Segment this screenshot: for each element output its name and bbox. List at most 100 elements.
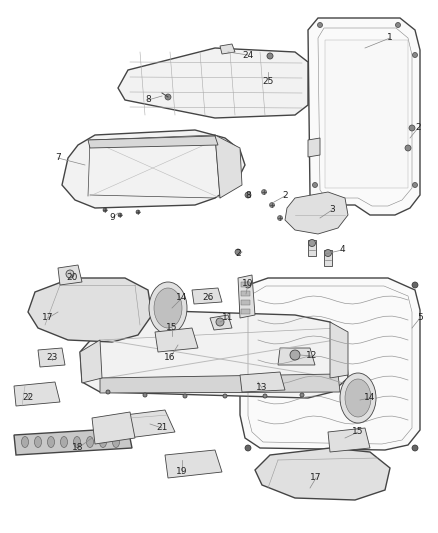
Polygon shape <box>240 278 420 450</box>
Text: 15: 15 <box>352 427 364 437</box>
Circle shape <box>235 249 241 255</box>
Circle shape <box>413 52 417 58</box>
Polygon shape <box>88 136 218 148</box>
Polygon shape <box>220 44 235 54</box>
Text: 16: 16 <box>164 353 176 362</box>
Text: 1: 1 <box>387 34 393 43</box>
Polygon shape <box>308 18 420 215</box>
Polygon shape <box>38 348 65 367</box>
Ellipse shape <box>47 437 54 448</box>
Polygon shape <box>324 250 332 266</box>
Circle shape <box>106 390 110 394</box>
Text: 8: 8 <box>245 191 251 200</box>
Polygon shape <box>80 340 102 383</box>
Circle shape <box>183 394 187 398</box>
Polygon shape <box>308 240 316 256</box>
Circle shape <box>245 445 251 451</box>
Circle shape <box>412 445 418 451</box>
Ellipse shape <box>74 437 81 448</box>
Text: 18: 18 <box>72 443 84 453</box>
Circle shape <box>308 239 315 246</box>
Text: 5: 5 <box>417 313 423 322</box>
Text: 24: 24 <box>242 51 254 60</box>
Text: 21: 21 <box>156 424 168 432</box>
Polygon shape <box>125 410 175 438</box>
Text: 14: 14 <box>364 393 376 402</box>
Polygon shape <box>100 374 340 393</box>
Circle shape <box>245 282 251 288</box>
Text: 19: 19 <box>176 467 188 477</box>
Text: 2: 2 <box>282 191 288 200</box>
Text: 20: 20 <box>66 273 78 282</box>
Ellipse shape <box>35 437 42 448</box>
Text: 26: 26 <box>202 294 214 303</box>
Circle shape <box>103 208 107 212</box>
Text: 13: 13 <box>256 384 268 392</box>
Polygon shape <box>285 192 348 234</box>
Circle shape <box>263 394 267 398</box>
Text: 9: 9 <box>109 214 115 222</box>
Circle shape <box>136 210 140 214</box>
Ellipse shape <box>60 437 67 448</box>
Circle shape <box>66 270 74 278</box>
Text: 10: 10 <box>242 279 254 288</box>
Circle shape <box>143 393 147 397</box>
Circle shape <box>245 192 251 198</box>
Text: 7: 7 <box>55 154 61 163</box>
Polygon shape <box>210 315 232 330</box>
Polygon shape <box>28 278 152 342</box>
Polygon shape <box>240 372 285 392</box>
Circle shape <box>396 22 400 28</box>
Polygon shape <box>155 328 198 352</box>
Circle shape <box>165 94 171 100</box>
Circle shape <box>300 393 304 397</box>
Circle shape <box>269 203 275 207</box>
Text: 15: 15 <box>166 324 178 333</box>
Ellipse shape <box>340 373 376 423</box>
Text: 4: 4 <box>339 246 345 254</box>
Polygon shape <box>278 348 315 365</box>
Text: 14: 14 <box>177 294 188 303</box>
Polygon shape <box>241 282 250 287</box>
Text: 11: 11 <box>222 313 234 322</box>
Circle shape <box>216 318 224 326</box>
Polygon shape <box>192 288 222 304</box>
Circle shape <box>118 213 122 217</box>
Circle shape <box>405 145 411 151</box>
Polygon shape <box>241 291 250 296</box>
Circle shape <box>223 394 227 398</box>
Polygon shape <box>58 265 82 285</box>
Circle shape <box>312 182 318 188</box>
Polygon shape <box>14 428 132 455</box>
Text: 25: 25 <box>262 77 274 86</box>
Ellipse shape <box>86 437 93 448</box>
Circle shape <box>325 249 332 256</box>
Polygon shape <box>241 300 250 305</box>
Polygon shape <box>118 48 308 118</box>
Polygon shape <box>328 428 370 452</box>
Text: 12: 12 <box>306 351 318 360</box>
Circle shape <box>318 22 322 28</box>
Polygon shape <box>165 450 222 478</box>
Text: 22: 22 <box>22 393 34 402</box>
Polygon shape <box>80 310 348 398</box>
Text: 8: 8 <box>145 95 151 104</box>
Polygon shape <box>62 130 245 208</box>
Circle shape <box>409 125 415 131</box>
Circle shape <box>261 190 266 195</box>
Polygon shape <box>255 448 390 500</box>
Ellipse shape <box>345 379 371 417</box>
Text: 2: 2 <box>235 249 241 259</box>
Ellipse shape <box>113 437 120 448</box>
Circle shape <box>278 215 283 221</box>
Polygon shape <box>238 275 255 318</box>
Ellipse shape <box>149 282 187 334</box>
Polygon shape <box>325 40 408 188</box>
Polygon shape <box>330 322 348 378</box>
Ellipse shape <box>154 288 182 328</box>
Text: 23: 23 <box>46 353 58 362</box>
Circle shape <box>412 282 418 288</box>
Circle shape <box>267 53 273 59</box>
Polygon shape <box>92 412 135 444</box>
Text: 3: 3 <box>329 206 335 214</box>
